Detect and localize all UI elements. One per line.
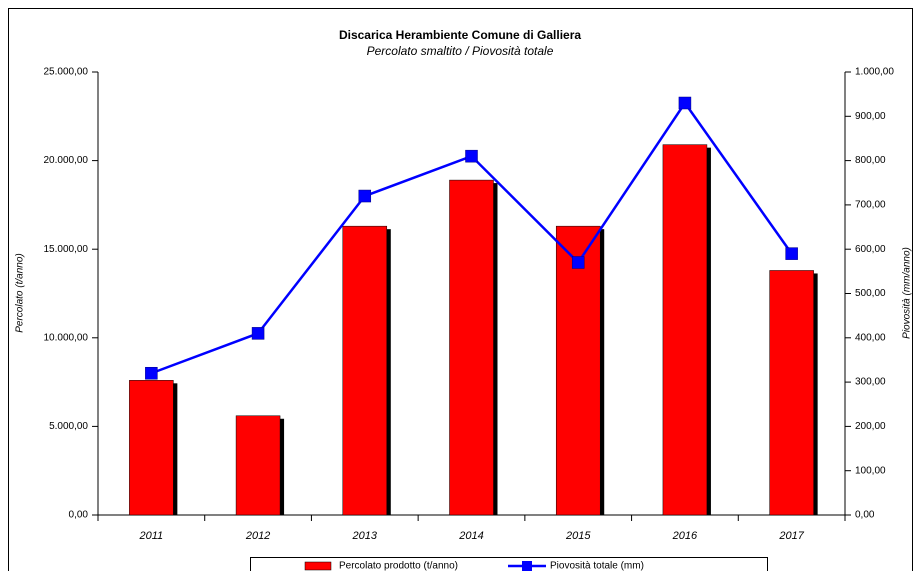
y2-tick-label: 500,00 bbox=[855, 288, 886, 299]
chart-subtitle: Percolato smaltito / Piovosità totale bbox=[367, 44, 554, 58]
y2-tick-label: 200,00 bbox=[855, 421, 886, 432]
legend-label: Percolato prodotto (t/anno) bbox=[339, 561, 458, 571]
x-tick-label: 2015 bbox=[565, 530, 591, 542]
y2-tick-label: 100,00 bbox=[855, 465, 886, 476]
y2-tick-label: 0,00 bbox=[855, 510, 875, 521]
bar bbox=[129, 380, 174, 516]
legend-marker bbox=[522, 561, 532, 571]
legend-swatch bbox=[304, 561, 332, 571]
legend-label: Piovosità totale (mm) bbox=[550, 561, 644, 571]
y2-tick-label: 700,00 bbox=[855, 200, 886, 211]
y-tick-label: 10.000,00 bbox=[44, 332, 89, 343]
y-tick-label: 15.000,00 bbox=[44, 244, 89, 255]
y2-tick-label: 600,00 bbox=[855, 244, 886, 255]
bar bbox=[342, 225, 388, 516]
marker bbox=[785, 247, 798, 260]
x-tick-label: 2011 bbox=[139, 530, 164, 542]
marker bbox=[251, 327, 265, 340]
x-tick-label: 2013 bbox=[352, 530, 378, 542]
y2-tick-label: 400,00 bbox=[855, 332, 886, 343]
y-tick-label: 20.000,00 bbox=[44, 155, 89, 166]
y-axis-label: Percolato (t/anno) bbox=[15, 253, 26, 333]
x-tick-label: 2012 bbox=[245, 530, 270, 542]
y2-tick-label: 1.000,00 bbox=[855, 67, 894, 78]
marker bbox=[145, 366, 158, 380]
bar bbox=[235, 415, 281, 516]
marker bbox=[358, 189, 372, 203]
y-tick-label: 25.000,00 bbox=[44, 67, 89, 78]
x-tick-label: 2016 bbox=[672, 530, 698, 542]
bar bbox=[555, 225, 601, 516]
x-tick-label: 2017 bbox=[778, 530, 804, 542]
y-tick-label: 5.000,00 bbox=[49, 421, 88, 432]
marker bbox=[465, 149, 478, 163]
y2-tick-label: 800,00 bbox=[855, 155, 886, 166]
bar bbox=[449, 179, 494, 516]
bar bbox=[769, 270, 814, 516]
marker bbox=[678, 96, 692, 110]
chart-title: Discarica Herambiente Comune di Galliera bbox=[339, 28, 581, 42]
marker bbox=[571, 256, 585, 269]
y2-tick-label: 300,00 bbox=[855, 377, 886, 388]
y-tick-label: 0,00 bbox=[69, 510, 89, 521]
y2-axis-label: Piovosità (mm/anno) bbox=[902, 247, 913, 339]
bar bbox=[662, 144, 708, 516]
x-tick-label: 2014 bbox=[458, 530, 483, 542]
y2-tick-label: 900,00 bbox=[855, 111, 886, 122]
